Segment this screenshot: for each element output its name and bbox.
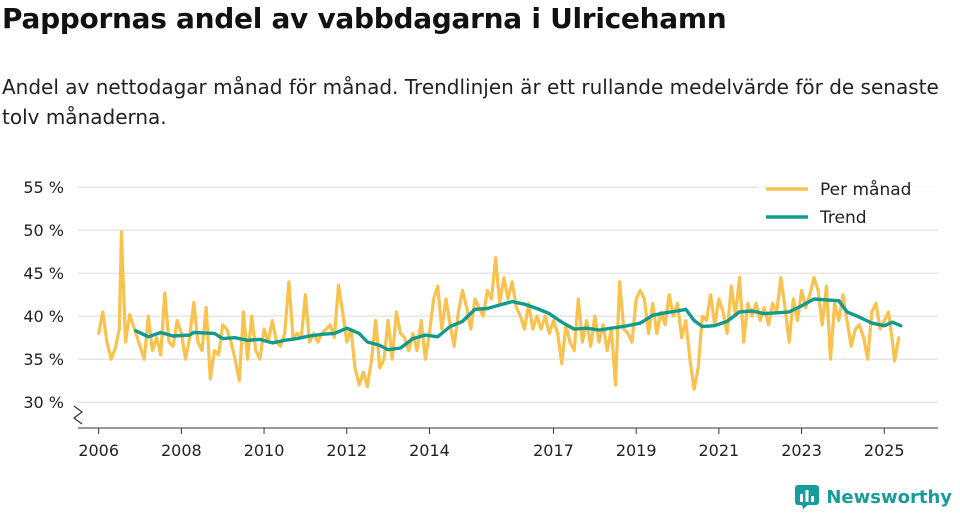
- x-tick-label: 2017: [533, 441, 574, 460]
- axis-break-icon: [73, 405, 83, 425]
- brand-logo: Newsworthy: [794, 484, 952, 510]
- y-tick-label: 55 %: [23, 178, 64, 197]
- x-tick-label: 2021: [699, 441, 740, 460]
- series-line-trend: [134, 297, 903, 352]
- x-tick-label: 2019: [616, 441, 657, 460]
- legend-box: [758, 174, 940, 228]
- y-tick-label: 45 %: [23, 264, 64, 283]
- x-tick-label: 2014: [409, 441, 450, 460]
- y-tick-label: 50 %: [23, 221, 64, 240]
- page-subtitle: Andel av nettodagar månad för månad. Tre…: [2, 75, 939, 129]
- brand-name: Newsworthy: [826, 486, 952, 508]
- x-tick-label: 2012: [326, 441, 367, 460]
- newsworthy-logo-icon: [795, 485, 820, 509]
- y-tick-label: 40 %: [23, 307, 64, 326]
- series-line-per-manad: [97, 230, 901, 391]
- y-tick-label: 35 %: [23, 350, 64, 369]
- page-title: Pappornas andel av vabbdagarna i Ulriceh…: [2, 2, 727, 35]
- y-tick-label: 30 %: [23, 393, 64, 412]
- x-tick-label: 2023: [781, 441, 822, 460]
- x-tick-label: 2006: [78, 441, 119, 460]
- legend-label: Per månad: [820, 179, 911, 200]
- x-tick-label: 2008: [161, 441, 202, 460]
- legend-label: Trend: [819, 208, 867, 228]
- x-tick-label: 2010: [244, 441, 285, 460]
- x-tick-label: 2025: [864, 441, 905, 460]
